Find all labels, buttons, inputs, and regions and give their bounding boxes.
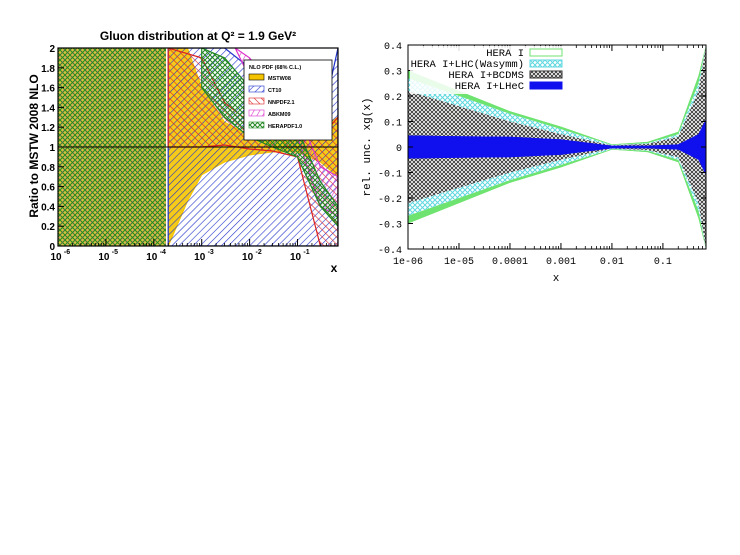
left-ytick-label: 0.4	[41, 202, 55, 213]
left-xtick-exponent: -4	[160, 249, 166, 256]
right-ytick-label: -0.2	[378, 195, 402, 206]
left-xtick-label: 10	[98, 252, 110, 263]
right-legend-label-hera1: HERA I	[486, 48, 524, 60]
left-ytick-label: 0.2	[41, 222, 55, 233]
right-ytick-label: 0.1	[384, 119, 402, 130]
left-ytick-label: 1.2	[41, 123, 55, 134]
left-xtick-label: 10	[146, 252, 158, 263]
left-chart-ylabel: Ratio to MSTW 2008 NLO	[27, 74, 41, 217]
left-chart-title: Gluon distribution at Q² = 1.9 GeV²	[100, 29, 296, 43]
left-ytick-label: 0.6	[41, 183, 55, 194]
left-ytick-label: 1	[49, 143, 55, 154]
right-legend-swatch-lhc	[529, 59, 563, 68]
right-legend: HERA I HERA I+LHC(Wasymm) HERA I+BCDMS H…	[410, 46, 570, 94]
left-ytick-label: 1.4	[41, 103, 55, 114]
right-legend-label-lhec: HERA I+LHeC	[455, 81, 524, 93]
left-chart: Gluon distribution at Q² = 1.9 GeV² Rati…	[27, 29, 339, 275]
left-chart-xlabel: x	[331, 261, 338, 275]
right-ytick-label: 0.4	[384, 42, 402, 53]
left-xtick-exponent: -3	[208, 249, 214, 256]
left-legend-swatch-nnpdf	[248, 97, 265, 105]
right-legend-label-bcdms: HERA I+BCDMS	[448, 70, 524, 82]
right-xtick-label: 0.001	[546, 257, 576, 268]
left-xtick-label: 10	[194, 252, 206, 263]
left-legend-swatch-abkm09	[248, 109, 265, 117]
right-ytick-label: 0.3	[384, 68, 402, 79]
right-xtick-label: 0.1	[654, 257, 672, 268]
left-legend-label-nnpdf: NNPDF2.1	[268, 100, 295, 106]
right-ytick-label: -0.3	[378, 221, 402, 232]
left-xtick-label: 10	[242, 252, 254, 263]
left-ytick-label: 1.8	[41, 64, 55, 75]
left-ytick-label: 0	[49, 242, 55, 253]
left-ytick-label: 1.6	[41, 84, 55, 95]
left-legend: NLO PDF (68% C.L.) MSTW08 CT10 NNPDF2.1 …	[243, 59, 333, 141]
left-ytick-label: 2	[49, 44, 55, 55]
left-legend-swatch-herapdf	[248, 121, 265, 129]
left-xtick-exponent: -1	[303, 249, 309, 256]
left-legend-label-mstw08: MSTW08	[268, 76, 291, 82]
right-legend-swatch-hera1	[529, 48, 563, 57]
right-chart-ylabel: rel. unc. xg(x)	[362, 97, 374, 196]
right-xtick-label: 1e-05	[444, 257, 474, 268]
left-legend-title: NLO PDF (68% C.L.)	[249, 65, 301, 71]
left-xtick-label: 10	[290, 252, 302, 263]
right-legend-swatch-lhec	[529, 81, 563, 90]
left-xtick-exponent: -6	[64, 249, 70, 256]
left-legend-label-ct10: CT10	[268, 88, 281, 94]
right-chart-xlabel: x	[553, 273, 560, 285]
right-legend-label-lhc: HERA I+LHC(Wasymm)	[411, 59, 524, 71]
left-legend-swatch-mstw08	[248, 73, 265, 81]
left-xtick-exponent: -5	[112, 249, 118, 256]
right-xtick-label: 1e-06	[393, 257, 423, 268]
right-ytick-label: -0.1	[378, 170, 402, 181]
right-xtick-label: 0.01	[600, 257, 624, 268]
right-ytick-label: 0	[396, 144, 402, 155]
left-legend-label-abkm09: ABKM09	[268, 112, 291, 118]
left-xtick-label: 10	[50, 252, 62, 263]
left-xtick-exponent: -2	[255, 249, 261, 256]
right-ytick-label: 0.2	[384, 93, 402, 104]
left-legend-swatch-ct10	[248, 85, 265, 93]
right-chart: rel. unc. xg(x) x 0.4 0.3 0.2 0.1 0 -0.1 -0.2 -…	[362, 42, 707, 285]
left-ytick-label: 0.8	[41, 163, 55, 174]
right-xtick-label: 0.0001	[492, 257, 528, 268]
left-legend-label-herapdf: HERAPDF1.0	[268, 124, 302, 130]
right-legend-swatch-bcdms	[529, 70, 563, 79]
right-ytick-label: -0.4	[378, 246, 402, 257]
right-band-lhec	[408, 119, 706, 176]
